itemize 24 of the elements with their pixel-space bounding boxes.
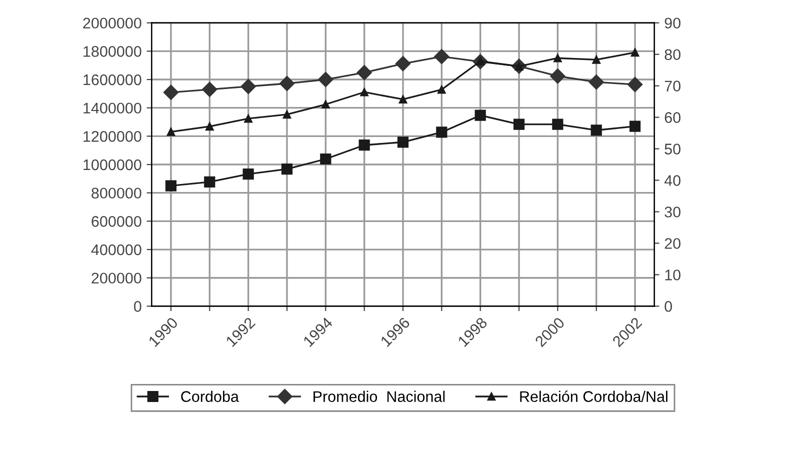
y-tick-label: 400000 <box>91 244 142 256</box>
y-tick-label: 0 <box>134 301 142 312</box>
y-tick-label: 1000000 <box>84 159 142 170</box>
y2-tick-label: 60 <box>664 112 680 123</box>
y2-tick-label: 20 <box>664 238 680 249</box>
y-tick-label: 200000 <box>92 272 142 284</box>
y2-tick-label: 40 <box>664 175 680 186</box>
y2-tick-label: 50 <box>664 144 680 154</box>
y-tick-label: 1400000 <box>84 102 142 114</box>
y-tick-label: 600000 <box>92 216 142 227</box>
y2-tick-label: 0 <box>664 301 672 312</box>
y-tick-label: 2000000 <box>83 18 142 29</box>
y2-tick-label: 30 <box>664 206 680 218</box>
legend-label: Cordoba <box>181 390 239 402</box>
y-tick-label: 800000 <box>92 188 142 199</box>
legend-label: Relación Cordoba/Nal <box>520 390 668 402</box>
y-tick-label: 1600000 <box>84 74 142 86</box>
legend-label: Promedio Nacional <box>314 390 445 402</box>
y2-tick-label: 80 <box>664 49 680 60</box>
y2-tick-label: 90 <box>664 18 680 29</box>
y2-tick-label: 70 <box>664 80 680 92</box>
y-tick-label: 1800000 <box>84 46 142 57</box>
y-tick-label: 1200000 <box>84 131 142 142</box>
y2-tick-label: 10 <box>665 270 680 280</box>
